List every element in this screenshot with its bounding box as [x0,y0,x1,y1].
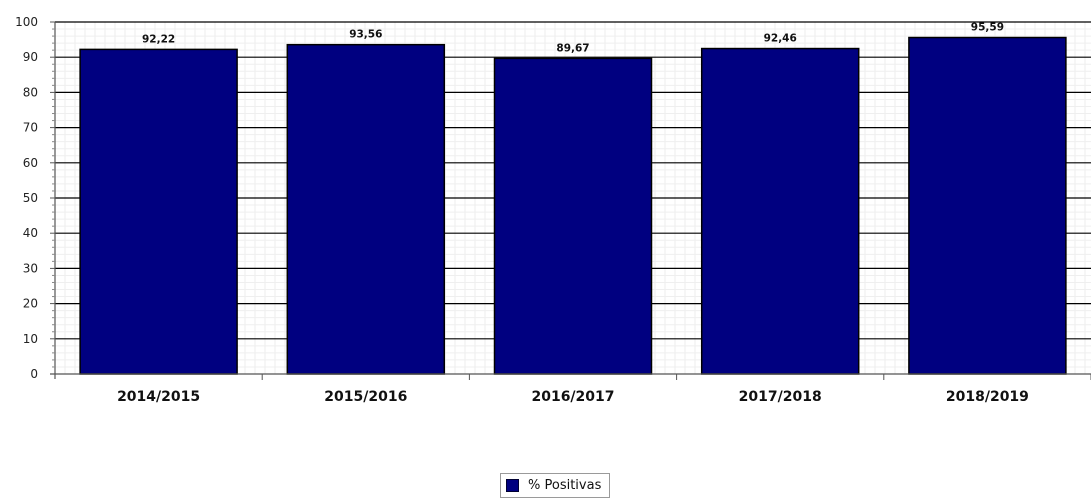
bar-chart: 2014/2015 2015/2016 2016/2017 2017/2018 2018… [15,15,1091,405]
legend-label: % Positivas [528,478,602,493]
legend-swatch [506,479,519,492]
data-label: 92,22 [142,33,175,45]
x-tick-label: 2018/2019 [946,389,1029,405]
data-labels: 92,22 93,56 89,67 92,46 95,59 [142,22,1004,55]
y-tick-label: 0 [30,367,38,381]
x-tick-label: 2017/2018 [739,389,822,405]
data-label: 92,46 [764,33,797,45]
bars [79,36,1067,375]
y-tick-label: 80 [23,85,38,99]
y-tick-label: 20 [23,297,38,311]
x-tick-label: 2014/2015 [117,389,200,405]
legend: % Positivas [500,473,611,498]
y-tick-label: 30 [23,261,38,275]
bar-2016-2017 [493,57,653,375]
bar-2017-2018 [700,47,860,375]
y-tick-label: 100 [15,15,38,29]
bar-2018-2019 [908,36,1067,375]
y-tick-label: 10 [23,332,38,346]
y-tick-label: 60 [23,156,38,170]
data-label: 89,67 [556,42,589,54]
y-tick-label: 50 [23,191,38,205]
y-tick-label: 70 [23,121,38,135]
x-tick-label: 2015/2016 [324,389,407,405]
x-tick-label: 2016/2017 [531,389,614,405]
bar-2015-2016 [286,43,446,375]
bar-2014-2015 [79,48,238,375]
y-tick-label: 40 [23,226,38,240]
y-tick-label: 90 [23,50,38,64]
axes: 2014/2015 2015/2016 2016/2017 2017/2018 2018… [15,15,1091,405]
data-label: 93,56 [349,29,382,41]
data-label: 95,59 [971,22,1004,34]
